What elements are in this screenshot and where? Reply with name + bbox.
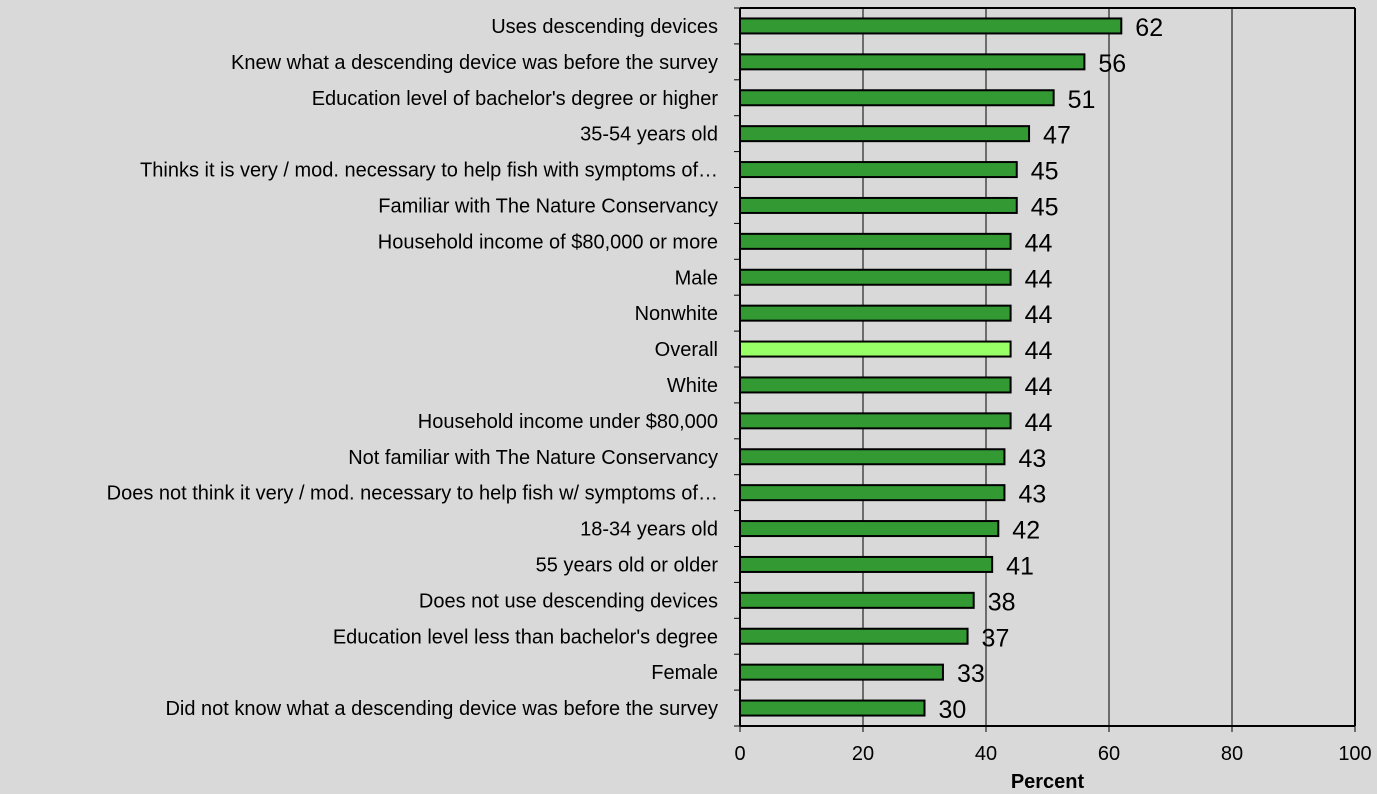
gridlines	[862, 8, 1356, 726]
bar	[739, 627, 969, 645]
bar	[739, 53, 1086, 71]
category-label: Female	[651, 662, 718, 684]
x-axis-title: Percent	[1011, 771, 1085, 793]
category-label: Uses descending devices	[491, 16, 718, 38]
category-label: Education level of bachelor's degree or …	[312, 88, 719, 110]
bar	[739, 555, 994, 573]
bar	[739, 376, 1012, 394]
value-label: 47	[1043, 122, 1071, 150]
bar	[739, 412, 1012, 430]
category-label: Did not know what a descending device wa…	[165, 698, 718, 720]
category-label: Does not use descending devices	[419, 590, 718, 612]
bar	[739, 520, 1000, 538]
bar	[739, 161, 1018, 179]
category-label: 55 years old or older	[536, 554, 719, 576]
category-label: White	[667, 375, 718, 397]
bar	[739, 699, 926, 717]
category-label: Nonwhite	[635, 303, 718, 325]
category-label: 18-34 years old	[580, 519, 718, 541]
value-label: 42	[1012, 517, 1040, 545]
category-label: Male	[675, 267, 718, 289]
value-label: 51	[1068, 86, 1096, 114]
category-label: Overall	[655, 339, 718, 361]
value-label: 44	[1025, 373, 1053, 401]
bar	[739, 268, 1012, 286]
category-label: Household income of $80,000 or more	[378, 231, 718, 253]
value-label: 33	[957, 660, 985, 688]
bar	[739, 17, 1123, 35]
x-tick-labels: 0 20 40 60 80 100	[734, 743, 1371, 765]
value-label: 45	[1031, 158, 1059, 186]
bar	[739, 591, 975, 609]
value-label: 43	[1018, 481, 1046, 509]
bar	[739, 304, 1012, 322]
value-label: 44	[1025, 229, 1053, 257]
bar	[739, 340, 1012, 358]
bar	[739, 232, 1012, 250]
x-tick-label: 100	[1338, 743, 1371, 765]
category-label: Thinks it is very / mod. necessary to he…	[140, 160, 718, 182]
value-label: 37	[982, 624, 1010, 652]
value-label: 43	[1018, 445, 1046, 473]
category-label: Education level less than bachelor's deg…	[333, 626, 718, 648]
bar	[739, 448, 1006, 466]
value-label: 56	[1098, 50, 1126, 78]
value-label: 38	[988, 588, 1016, 616]
bar	[739, 89, 1055, 107]
value-label: 44	[1025, 337, 1053, 365]
category-label: 35-54 years old	[580, 124, 718, 146]
x-tick-label: 0	[734, 743, 745, 765]
bar	[739, 196, 1018, 214]
x-tick-label: 80	[1221, 743, 1243, 765]
bars	[739, 17, 1123, 717]
x-tick-label: 60	[1098, 743, 1120, 765]
category-label: Familiar with The Nature Conservancy	[378, 195, 718, 217]
category-labels: Uses descending devices Knew what a desce…	[107, 16, 719, 720]
bar	[739, 663, 944, 681]
category-label: Household income under $80,000	[418, 411, 718, 433]
category-label: Knew what a descending device was before…	[231, 52, 718, 74]
value-label: 44	[1025, 409, 1053, 437]
value-label: 45	[1031, 193, 1059, 221]
bar	[739, 484, 1006, 502]
category-label: Does not think it very / mod. necessary …	[107, 483, 718, 505]
value-label: 41	[1006, 552, 1034, 580]
value-label: 44	[1025, 265, 1053, 293]
value-label: 62	[1135, 14, 1163, 42]
x-tick-label: 40	[975, 743, 997, 765]
bar	[739, 125, 1031, 143]
axes	[734, 7, 1356, 732]
category-label: Not familiar with The Nature Conservancy	[348, 447, 718, 469]
value-label: 30	[939, 696, 967, 724]
x-tick-label: 20	[852, 743, 874, 765]
value-label: 44	[1025, 301, 1053, 329]
